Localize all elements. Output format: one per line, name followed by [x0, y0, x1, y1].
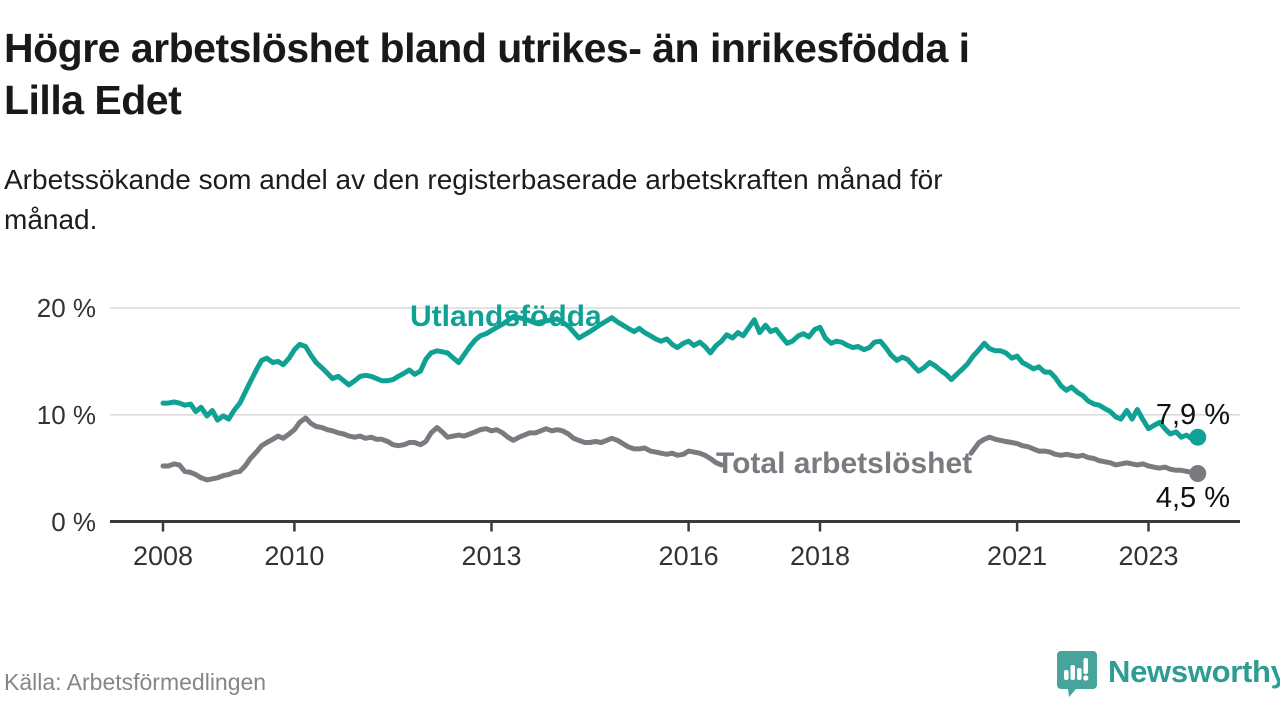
- subtitle-line-2: månad.: [4, 203, 98, 235]
- x-tick-label: 2010: [264, 541, 325, 571]
- page-title: Högre arbetslöshet bland utrikes- än inr…: [4, 22, 1264, 127]
- series-end-dot-total: [1189, 464, 1207, 482]
- y-tick-label: 0 %: [51, 506, 96, 537]
- x-tick-label: 2016: [658, 541, 719, 571]
- x-tick-label: 2023: [1118, 541, 1179, 571]
- source-attribution: Källa: Arbetsförmedlingen: [4, 669, 267, 695]
- x-tick-label: 2018: [789, 541, 851, 571]
- series-end-dot-utlandsfodda: [1189, 428, 1207, 446]
- y-tick-label: 20 %: [36, 293, 96, 324]
- subtitle-line-1: Arbetssökande som andel av den registerb…: [4, 164, 943, 195]
- end-value-label-total: 4,5 %: [1155, 482, 1230, 514]
- x-tick-label: 2008: [132, 541, 194, 571]
- title-line-1: Högre arbetslöshet bland utrikes- än inr…: [4, 25, 970, 71]
- newsworthy-logo: Newsworthy: [1056, 650, 1280, 703]
- series-line-total: [968, 434, 1201, 476]
- title-line-2: Lilla Edet: [4, 77, 182, 124]
- newsworthy-bubble-chart-icon: [1056, 650, 1098, 703]
- x-tick-label: 2021: [987, 541, 1048, 571]
- y-tick-label: 10 %: [36, 399, 96, 430]
- series-label-utlandsfodda: Utlandsfödda: [410, 300, 602, 333]
- chart-subtitle: Arbetssökande som andel av den registerb…: [4, 160, 1224, 240]
- end-value-label-utlandsfodda: 7,9 %: [1155, 399, 1230, 431]
- newsworthy-logo-text: Newsworthy: [1108, 654, 1280, 689]
- series-line-total: [160, 415, 724, 483]
- series-label-total-arbetsloshet: Total arbetslöshet: [716, 447, 973, 480]
- x-tick-label: 2013: [461, 541, 522, 571]
- series-line-utlandsfodda: [160, 314, 1201, 442]
